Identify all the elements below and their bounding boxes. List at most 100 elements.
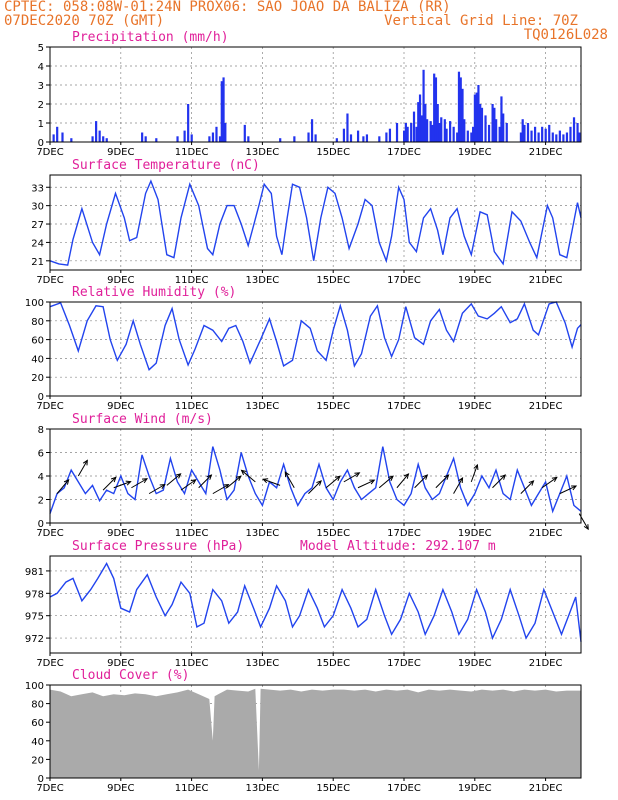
precip-bar [218, 136, 222, 142]
cloud-area [50, 688, 581, 778]
precip-bar [403, 130, 406, 142]
rh-ytick-label: 80 [31, 317, 44, 328]
precip-bar [487, 124, 491, 142]
precip-bar [551, 132, 554, 142]
precip-bar [544, 128, 547, 142]
precip-bar [335, 138, 338, 142]
precip-bar [422, 69, 425, 142]
precip-bar [429, 121, 432, 142]
cloud-xtick-label: 21DEC [529, 783, 563, 794]
precip-xtick-label: 7DEC [36, 147, 63, 158]
precip-bar [342, 128, 346, 142]
cloud-xtick-label: 9DEC [107, 783, 134, 794]
precip-bar [431, 124, 434, 142]
wind-arrow [453, 477, 463, 494]
wind-arrow-head [141, 478, 149, 484]
precip-bar [346, 113, 349, 142]
precip-bar [438, 123, 441, 142]
wind-arrow [357, 479, 375, 489]
precip-bar [521, 119, 524, 142]
precip-bar [349, 134, 353, 142]
cloud-xtick-label: 15DEC [316, 783, 350, 794]
precip-ytick-label: 4 [38, 62, 44, 73]
wind-arrow-head [422, 474, 429, 480]
precip-xtick-label: 21DEC [529, 147, 563, 158]
header-grid-line: Vertical Grid Line: 70Z [384, 13, 578, 29]
temp-xtick-label: 15DEC [316, 275, 350, 286]
precip-bar [572, 117, 576, 142]
wind-arrow-head [284, 471, 290, 478]
cloud-ytick-label: 40 [31, 737, 44, 748]
precip-bar [365, 134, 369, 142]
wind-arrow [470, 464, 478, 483]
wind-arrow-head [528, 480, 535, 486]
precip-bar [519, 132, 523, 142]
rh-ytick-label: 0 [38, 392, 44, 403]
wind-arrow [241, 469, 256, 483]
wind-arrow-head [473, 463, 479, 470]
cloud-ytick-label: 80 [31, 700, 44, 711]
pressure-xtick-label: 9DEC [107, 658, 134, 669]
precip-ytick-label: 3 [38, 81, 44, 92]
cloud-ytick-label: 20 [31, 755, 44, 766]
temp-xtick-label: 11DEC [175, 275, 209, 286]
precip-bar [449, 121, 452, 142]
cloud-ytick-label: 100 [25, 681, 44, 692]
precip-bar [420, 115, 423, 142]
precip-ytick-label: 2 [38, 100, 44, 111]
pressure-xtick-label: 7DEC [36, 658, 63, 669]
precip-bar [541, 126, 544, 142]
cloud-xtick-label: 19DEC [458, 783, 492, 794]
wind-arrow [378, 475, 394, 489]
precip-bar [470, 132, 473, 142]
wind-arrow [212, 484, 229, 495]
rh-ytick-label: 60 [31, 336, 44, 347]
rh-xtick-label: 17DEC [387, 401, 421, 412]
wind-arrow-head [82, 459, 88, 466]
precip-bar [415, 126, 418, 142]
wind-arrow [113, 481, 131, 489]
precip-bar [190, 134, 193, 142]
precip-title: Precipitation (mm/h) [72, 30, 229, 45]
cloud-xtick-label: 7DEC [36, 783, 63, 794]
wind-arrow-head [262, 478, 269, 484]
header-model: TQ0126L028 [523, 27, 608, 43]
pressure-xtick-label: 13DEC [246, 658, 280, 669]
precip-bar [310, 119, 314, 142]
pressure-frame [49, 555, 582, 654]
wind-arrow-head [571, 485, 578, 491]
precip-bar [52, 134, 55, 142]
temp-ytick-label: 21 [31, 257, 44, 268]
pressure-xtick-label: 17DEC [387, 658, 421, 669]
precip-bar [307, 132, 310, 142]
precip-bar [412, 111, 416, 142]
precip-bar [176, 136, 179, 142]
wind-arrow-head [240, 469, 247, 476]
precip-bar [457, 71, 461, 142]
precip-bar [500, 96, 503, 142]
rh-xtick-label: 11DEC [175, 401, 209, 412]
wind-ytick-label: 6 [38, 449, 44, 460]
pressure-xtick-label: 11DEC [175, 658, 209, 669]
cloud-ytick-label: 0 [38, 774, 44, 785]
precip-xtick-label: 17DEC [387, 147, 421, 158]
precip-bar [433, 73, 436, 142]
precip-bar [565, 132, 569, 142]
precip-bar [434, 77, 438, 142]
temp-ytick-label: 30 [31, 202, 44, 213]
precip-bar [388, 128, 392, 142]
temp-xtick-label: 17DEC [387, 275, 421, 286]
cloud-xtick-label: 13DEC [246, 783, 280, 794]
precip-xtick-label: 13DEC [246, 147, 280, 158]
temp-xtick-label: 13DEC [246, 275, 280, 286]
rh-xtick-label: 9DEC [107, 401, 134, 412]
temp-xtick-label: 21DEC [529, 275, 563, 286]
cloud-xtick-label: 17DEC [387, 783, 421, 794]
wind-xtick-label: 17DEC [387, 528, 421, 539]
precip-frame [49, 46, 582, 143]
wind-arrow [492, 474, 506, 489]
precip-bar [505, 123, 508, 142]
wind-xtick-label: 19DEC [458, 528, 492, 539]
rh-frame [49, 301, 582, 397]
header-date: 07DEC2020 70Z (GMT) [4, 13, 165, 29]
